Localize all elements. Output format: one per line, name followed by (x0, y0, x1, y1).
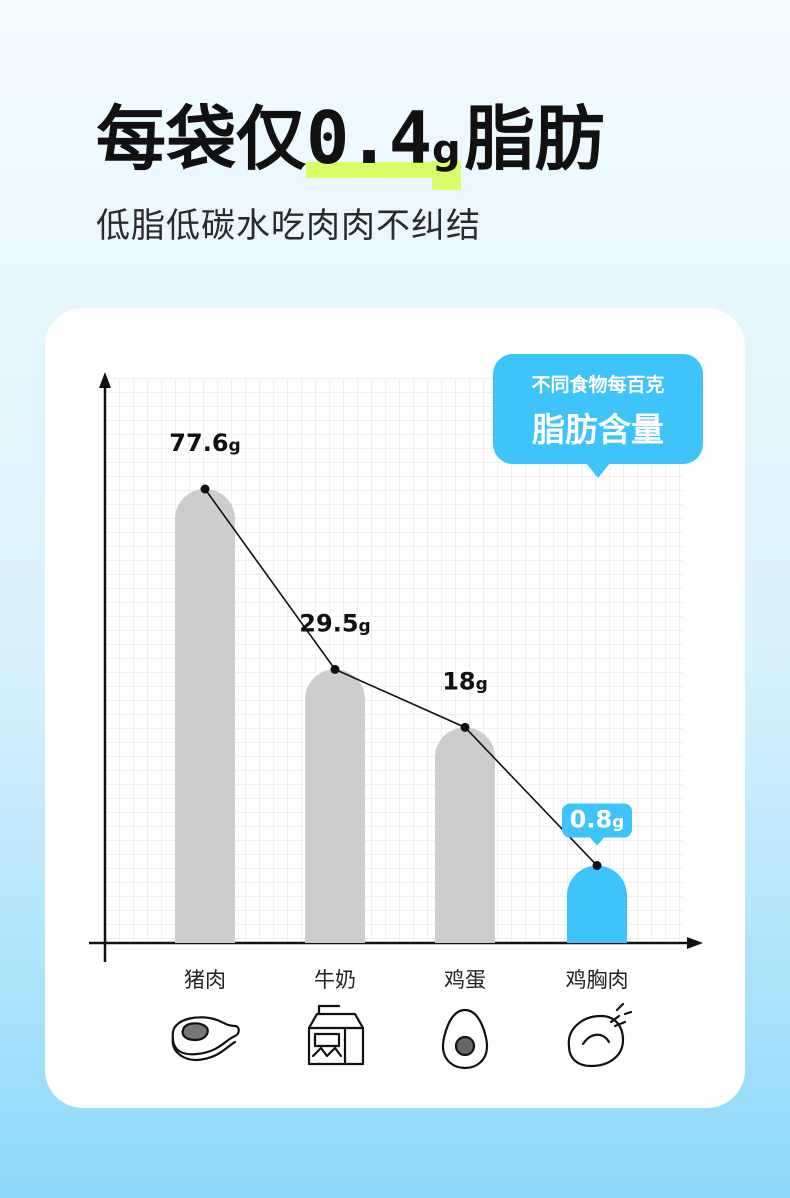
value-label: 0.8g (570, 806, 625, 834)
badge-line1: 不同食物每百克 (531, 374, 665, 396)
value-label: 77.6g (169, 429, 240, 457)
milk-carton-icon (307, 1004, 365, 1066)
bar-鸡胸肉 (567, 865, 627, 943)
value-label: 29.5g (299, 609, 370, 637)
category-label: 鸡胸肉 (566, 968, 629, 992)
bar-猪肉 (175, 489, 235, 943)
headline-unit: g (432, 110, 461, 190)
subtitle: 低脂低碳水吃肉肉不纠结 (96, 206, 481, 246)
chart-card: 猪肉 牛奶 鸡蛋 鸡胸肉 77.6g 29.5g 18g 0.8g 不同食物每百克 脂肪含量 (45, 308, 745, 1108)
fat-content-chart: 猪肉 牛奶 鸡蛋 鸡胸肉 77.6g 29.5g 18g 0.8g (89, 372, 703, 1070)
category-label: 猪肉 (184, 968, 226, 992)
headline-number: 0.4 (306, 96, 432, 180)
bar-牛奶 (305, 669, 365, 943)
bar-鸡蛋 (435, 727, 495, 943)
category-label: 鸡蛋 (444, 968, 486, 992)
category-label: 牛奶 (314, 968, 356, 992)
egg-icon (441, 1008, 489, 1070)
data-point (330, 664, 340, 674)
chart-title-badge: 不同食物每百克 脂肪含量 (493, 354, 703, 478)
value-label-bubble (562, 803, 632, 838)
pork-steak-icon (171, 1016, 240, 1062)
trend-line (204, 488, 598, 867)
data-point (200, 484, 210, 494)
value-label-bubble-tail (590, 837, 604, 846)
y-axis-arrow (99, 372, 111, 388)
data-point (592, 861, 602, 871)
headline-suffix: 脂肪 (464, 98, 605, 180)
data-point (460, 722, 470, 732)
chicken-icon (567, 1002, 633, 1068)
badge-line2: 脂肪含量 (532, 410, 664, 449)
x-axis-arrow (687, 937, 703, 949)
headline-prefix: 每袋仅 (96, 98, 306, 180)
headline: 每袋仅 0.4 g 脂肪 (96, 98, 605, 190)
value-label: 18g (442, 667, 488, 695)
